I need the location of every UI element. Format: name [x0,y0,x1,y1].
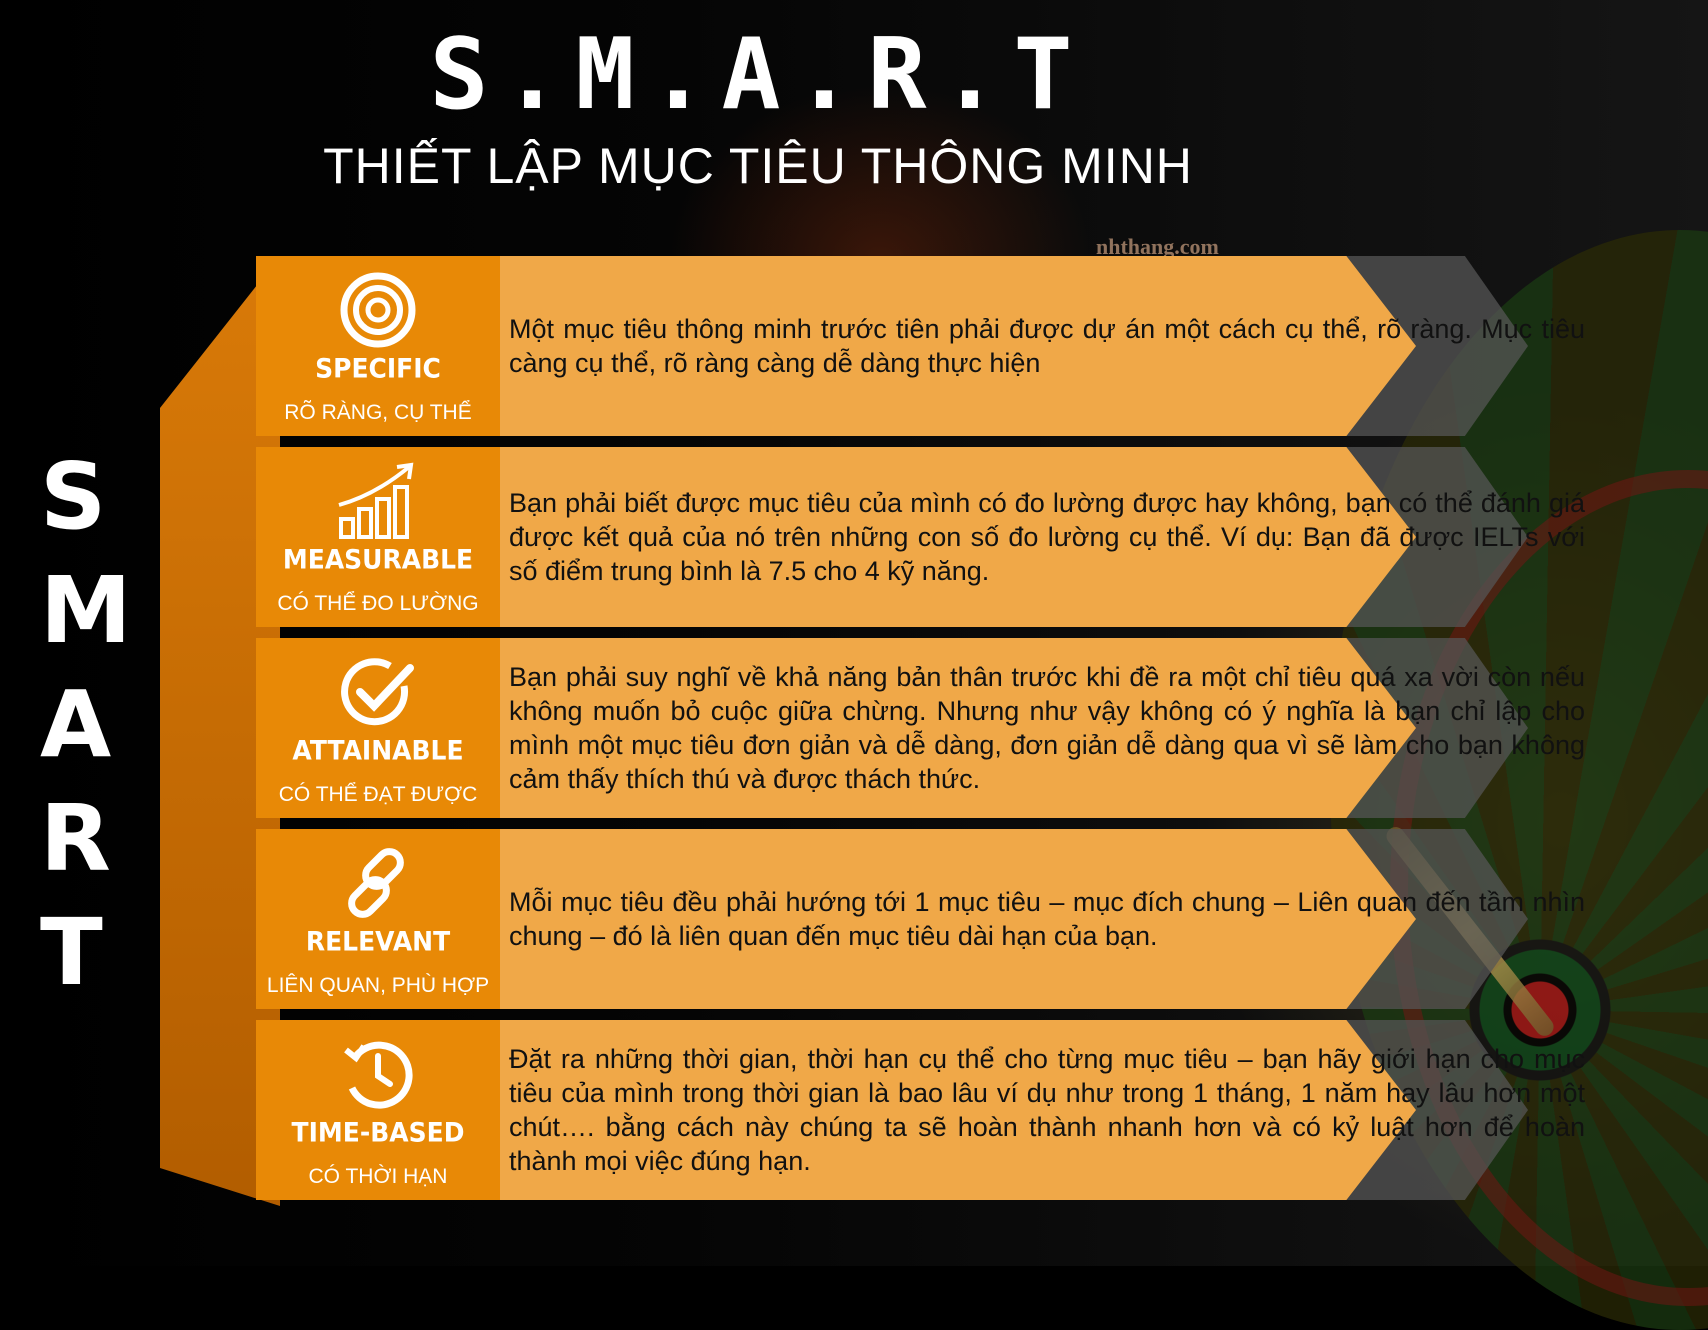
side-letter: M [40,557,132,664]
side-acronym: S M A R T [40,440,132,1010]
item-description-text: Bạn phải suy nghĩ về khả năng bản thân t… [509,662,1585,794]
smart-item-attainable: ATTAINABLE CÓ THỂ ĐẠT ĐƯỢC Bạn phải suy … [256,638,1585,818]
item-subtitle: CÓ THỂ ĐO LƯỜNG [277,592,479,615]
item-title: MEASURABLE [282,543,474,576]
item-description: Bạn phải suy nghĩ về khả năng bản thân t… [509,638,1595,818]
checkmark-icon [256,652,500,732]
item-title: ATTAINABLE [292,734,464,767]
side-letter: R [40,785,111,892]
item-description: Bạn phải biết được mục tiêu của mình có … [509,447,1595,627]
item-description-text: Bạn phải biết được mục tiêu của mình có … [509,488,1585,586]
item-title: TIME-BASED [291,1116,465,1149]
item-label-box: SPECIFIC RÕ RÀNG, CỤ THỂ [256,256,500,436]
item-description: Mỗi mục tiêu đều phải hướng tới 1 mục ti… [509,829,1595,1009]
smart-item-time-based: TIME-BASED CÓ THỜI HẠN Đặt ra những thời… [256,1020,1585,1200]
growth-chart-icon [256,461,500,541]
smart-item-relevant: RELEVANT LIÊN QUAN, PHÙ HỢP Mỗi mục tiêu… [256,829,1585,1009]
item-description-text: Đặt ra những thời gian, thời hạn cụ thể … [509,1044,1585,1176]
item-subtitle: CÓ THỂ ĐẠT ĐƯỢC [278,783,478,806]
item-description-text: Mỗi mục tiêu đều phải hướng tới 1 mục ti… [509,887,1585,951]
smart-item-measurable: MEASURABLE CÓ THỂ ĐO LƯỜNG Bạn phải biết… [256,447,1585,627]
side-letter: S [40,443,107,550]
item-title: SPECIFIC [315,352,441,385]
target-icon [256,270,500,350]
item-subtitle: CÓ THỜI HẠN [308,1165,448,1188]
item-description-text: Một mục tiêu thông minh trước tiên phải … [509,314,1585,378]
page-title: S.M.A.R.T [429,18,1087,132]
item-description: Đặt ra những thời gian, thời hạn cụ thể … [509,1020,1595,1200]
item-title: RELEVANT [305,925,451,958]
watermark: nhthang.com [1096,234,1219,259]
item-label-box: RELEVANT LIÊN QUAN, PHÙ HỢP [256,829,500,1009]
side-letter: T [40,899,103,1006]
item-label-box: MEASURABLE CÓ THỂ ĐO LƯỜNG [256,447,500,627]
link-icon [256,843,500,923]
smart-item-specific: SPECIFIC RÕ RÀNG, CỤ THỂ Một mục tiêu th… [256,256,1585,436]
item-subtitle: LIÊN QUAN, PHÙ HỢP [266,974,490,997]
item-subtitle: RÕ RÀNG, CỤ THỂ [284,401,472,424]
item-label-box: ATTAINABLE CÓ THỂ ĐẠT ĐƯỢC [256,638,500,818]
item-label-box: TIME-BASED CÓ THỜI HẠN [256,1020,500,1200]
page-subtitle: THIẾT LẬP MỤC TIÊU THÔNG MINH [323,138,1193,194]
clock-icon [256,1034,500,1114]
item-description: Một mục tiêu thông minh trước tiên phải … [509,256,1595,436]
side-letter: A [40,671,112,778]
